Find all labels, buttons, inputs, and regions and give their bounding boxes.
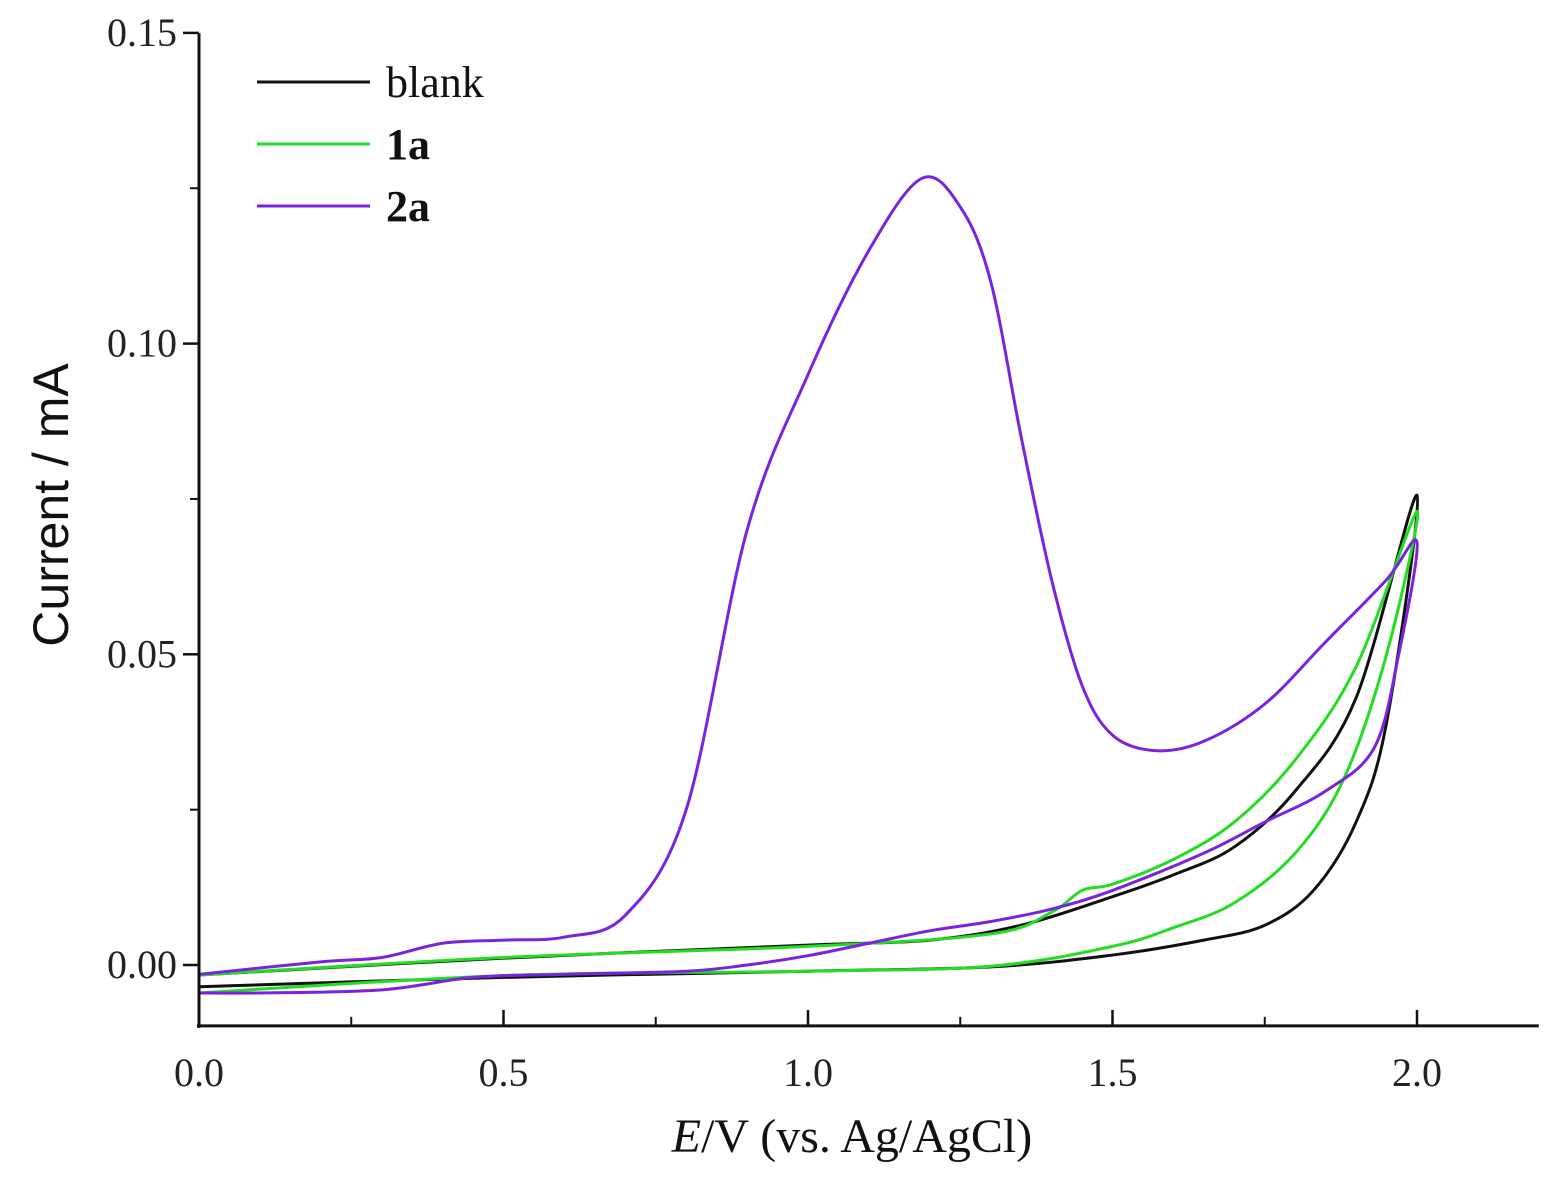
x-tick-label: 2.0	[1392, 1050, 1442, 1095]
y-tick-label: 0.10	[107, 321, 177, 366]
legend-label-1a: 1a	[386, 120, 430, 169]
legend-label-2a: 2a	[386, 182, 430, 231]
axes: 0.0 0.5 1.0 1.5 2.0 0.00 0.05 0.10 0.15	[107, 10, 1539, 1095]
y-axis-title: Current / mA	[23, 363, 79, 647]
legend: blank 1a 2a	[257, 58, 484, 231]
x-tick-label: 1.5	[1088, 1050, 1138, 1095]
y-tick-label: 0.15	[107, 10, 177, 55]
series-line-1a	[198, 509, 1420, 995]
x-tick-label: 0.0	[174, 1050, 224, 1095]
y-tick-label: 0.00	[107, 942, 177, 987]
x-tick-label: 1.0	[783, 1050, 833, 1095]
x-axis-title-rest: /V (vs. Ag/AgCl)	[701, 1110, 1032, 1163]
plot-area	[198, 175, 1420, 995]
x-axis-title-italic: E	[671, 1110, 701, 1163]
series-line-blank	[198, 493, 1420, 989]
y-tick-label: 0.05	[107, 631, 177, 676]
series-line-2a	[198, 175, 1419, 995]
legend-label-blank: blank	[386, 58, 484, 107]
x-axis-title: E/V (vs. Ag/AgCl)	[671, 1110, 1032, 1163]
x-tick-label: 0.5	[479, 1050, 529, 1095]
